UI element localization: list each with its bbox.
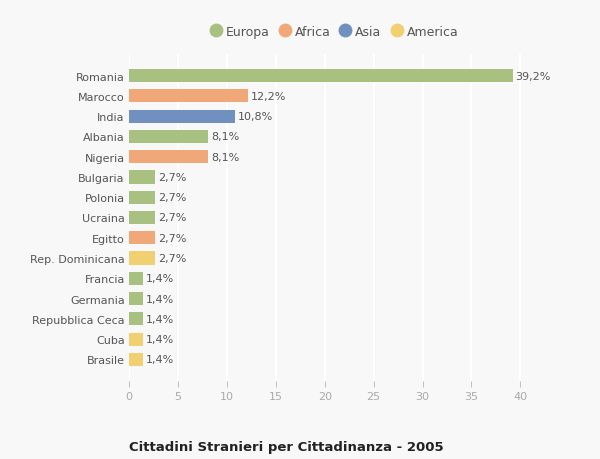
Bar bbox=[129, 191, 155, 204]
Text: 2,7%: 2,7% bbox=[158, 253, 187, 263]
Bar bbox=[129, 232, 155, 245]
Bar bbox=[129, 151, 208, 164]
Bar bbox=[129, 272, 143, 285]
Text: 2,7%: 2,7% bbox=[158, 173, 187, 183]
Text: 1,4%: 1,4% bbox=[146, 294, 174, 304]
Text: 8,1%: 8,1% bbox=[211, 152, 239, 162]
Bar bbox=[129, 252, 155, 265]
Text: Cittadini Stranieri per Cittadinanza - 2005: Cittadini Stranieri per Cittadinanza - 2… bbox=[129, 440, 443, 453]
Bar bbox=[129, 313, 143, 326]
Bar bbox=[129, 171, 155, 184]
Text: 1,4%: 1,4% bbox=[146, 274, 174, 284]
Text: 1,4%: 1,4% bbox=[146, 355, 174, 364]
Bar bbox=[129, 212, 155, 224]
Text: 8,1%: 8,1% bbox=[211, 132, 239, 142]
Bar bbox=[129, 110, 235, 123]
Bar bbox=[129, 130, 208, 144]
Bar bbox=[129, 333, 143, 346]
Text: 2,7%: 2,7% bbox=[158, 233, 187, 243]
Text: 2,7%: 2,7% bbox=[158, 193, 187, 203]
Text: 1,4%: 1,4% bbox=[146, 334, 174, 344]
Legend: Europa, Africa, Asia, America: Europa, Africa, Asia, America bbox=[207, 22, 462, 43]
Text: 2,7%: 2,7% bbox=[158, 213, 187, 223]
Bar bbox=[129, 70, 512, 83]
Text: 39,2%: 39,2% bbox=[515, 72, 551, 81]
Bar bbox=[129, 292, 143, 306]
Bar bbox=[129, 353, 143, 366]
Text: 10,8%: 10,8% bbox=[238, 112, 273, 122]
Text: 1,4%: 1,4% bbox=[146, 314, 174, 324]
Text: 12,2%: 12,2% bbox=[251, 92, 287, 102]
Bar bbox=[129, 90, 248, 103]
